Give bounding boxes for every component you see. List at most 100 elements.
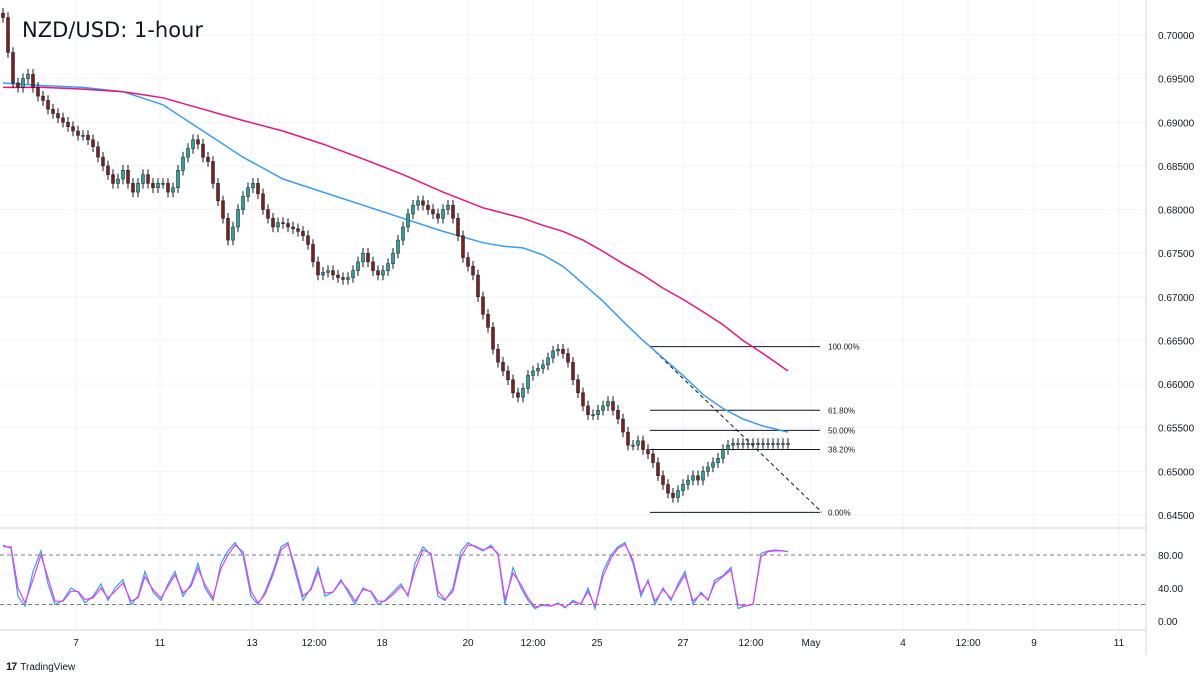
candle-body <box>261 193 265 210</box>
price-tick-label: 0.65000 <box>1158 467 1195 478</box>
candle-body <box>161 183 165 185</box>
candle-body <box>411 204 415 215</box>
time-tick-label: 25 <box>591 638 603 649</box>
candle-body <box>306 235 310 245</box>
candle-body <box>351 270 355 278</box>
price-tick-label: 0.69000 <box>1158 118 1195 129</box>
candle-body <box>416 200 420 206</box>
candle-body <box>776 443 780 445</box>
candle-body <box>346 277 350 280</box>
candle-body <box>41 95 45 101</box>
price-tick-label: 0.64500 <box>1158 511 1195 522</box>
fib-level-label: 0.00% <box>828 508 851 517</box>
candle-body <box>146 174 150 184</box>
candle-body <box>186 148 190 158</box>
candle-body <box>501 362 505 372</box>
candle-body <box>686 479 690 485</box>
candle-body <box>571 362 575 380</box>
candle-body <box>531 370 535 376</box>
candle-body <box>321 272 325 276</box>
candle-body <box>86 135 90 140</box>
candle-body <box>196 139 200 145</box>
candle-body <box>601 405 605 411</box>
candle-body <box>61 117 65 123</box>
price-tick-label: 0.68000 <box>1158 206 1195 217</box>
candle-body <box>121 170 125 180</box>
candle-body <box>291 226 295 229</box>
rsi-tick-label: 0.00 <box>1158 617 1178 628</box>
candle-body <box>461 235 465 258</box>
candle-body <box>691 475 695 481</box>
candle-body <box>116 178 120 184</box>
candle-body <box>586 405 590 415</box>
candle-body <box>301 231 305 236</box>
tradingview-logo-icon: 17 <box>6 661 17 673</box>
candle-body <box>296 228 300 232</box>
candle-body <box>516 392 520 398</box>
price-tick-label: 0.66500 <box>1158 336 1195 347</box>
candle-body <box>506 370 510 380</box>
candle-body <box>91 139 95 147</box>
candle-body <box>336 274 340 278</box>
candle-body <box>111 174 115 184</box>
candle-body <box>236 209 240 228</box>
price-tick-label: 0.67000 <box>1158 293 1195 304</box>
time-tick-label: May <box>802 638 821 649</box>
candle-body <box>251 183 255 188</box>
candle-body <box>176 170 180 188</box>
time-tick-label: 9 <box>1031 638 1037 649</box>
candle-body <box>76 130 80 136</box>
candle-body <box>546 357 550 366</box>
time-tick-label: 12:00 <box>520 638 545 649</box>
candle-body <box>481 296 485 315</box>
candle-body <box>731 443 735 446</box>
candle-body <box>541 364 545 369</box>
candle-body <box>701 471 705 481</box>
candle-body <box>266 209 270 219</box>
candle-body <box>596 410 600 415</box>
candle-body <box>241 196 245 210</box>
candle-body <box>676 490 680 498</box>
candle-body <box>771 443 775 445</box>
candle-body <box>426 204 430 210</box>
candle-body <box>471 266 475 276</box>
candle-body <box>766 443 770 445</box>
fib-trendline <box>649 346 823 513</box>
candle-body <box>651 453 655 463</box>
tradingview-brand[interactable]: 17 TradingView <box>6 661 75 673</box>
candle-body <box>386 263 390 271</box>
fib-level-label: 50.00% <box>828 426 855 435</box>
candle-body <box>491 327 495 350</box>
candle-body <box>366 252 370 263</box>
candle-body <box>626 431 630 446</box>
candle-body <box>636 440 640 446</box>
candle-body <box>756 443 760 445</box>
candle-body <box>581 392 585 407</box>
candle-body <box>741 443 745 445</box>
candle-body <box>561 348 565 354</box>
time-tick-label: 7 <box>73 638 79 649</box>
candle-body <box>526 375 530 389</box>
candle-body <box>71 126 75 132</box>
candle-body <box>496 348 500 363</box>
moving-average-fast-line <box>2 82 789 433</box>
price-tick-label: 0.66000 <box>1158 380 1195 391</box>
candle-body <box>206 156 210 162</box>
candle-body <box>151 183 155 188</box>
candle-body <box>396 239 400 254</box>
candle-body <box>246 187 250 197</box>
candle-body <box>441 209 445 219</box>
price-tick-label: 0.68500 <box>1158 162 1195 173</box>
candle-body <box>641 440 645 450</box>
time-tick-label: 27 <box>677 638 689 649</box>
time-tick-label: 13 <box>246 638 258 649</box>
candle-body <box>281 222 285 224</box>
candle-body <box>46 100 50 110</box>
candle-body <box>746 443 750 445</box>
candle-body <box>716 458 720 463</box>
candle-body <box>136 183 140 193</box>
candle-body <box>421 200 425 206</box>
candle-body <box>36 87 40 97</box>
candle-body <box>166 183 170 193</box>
